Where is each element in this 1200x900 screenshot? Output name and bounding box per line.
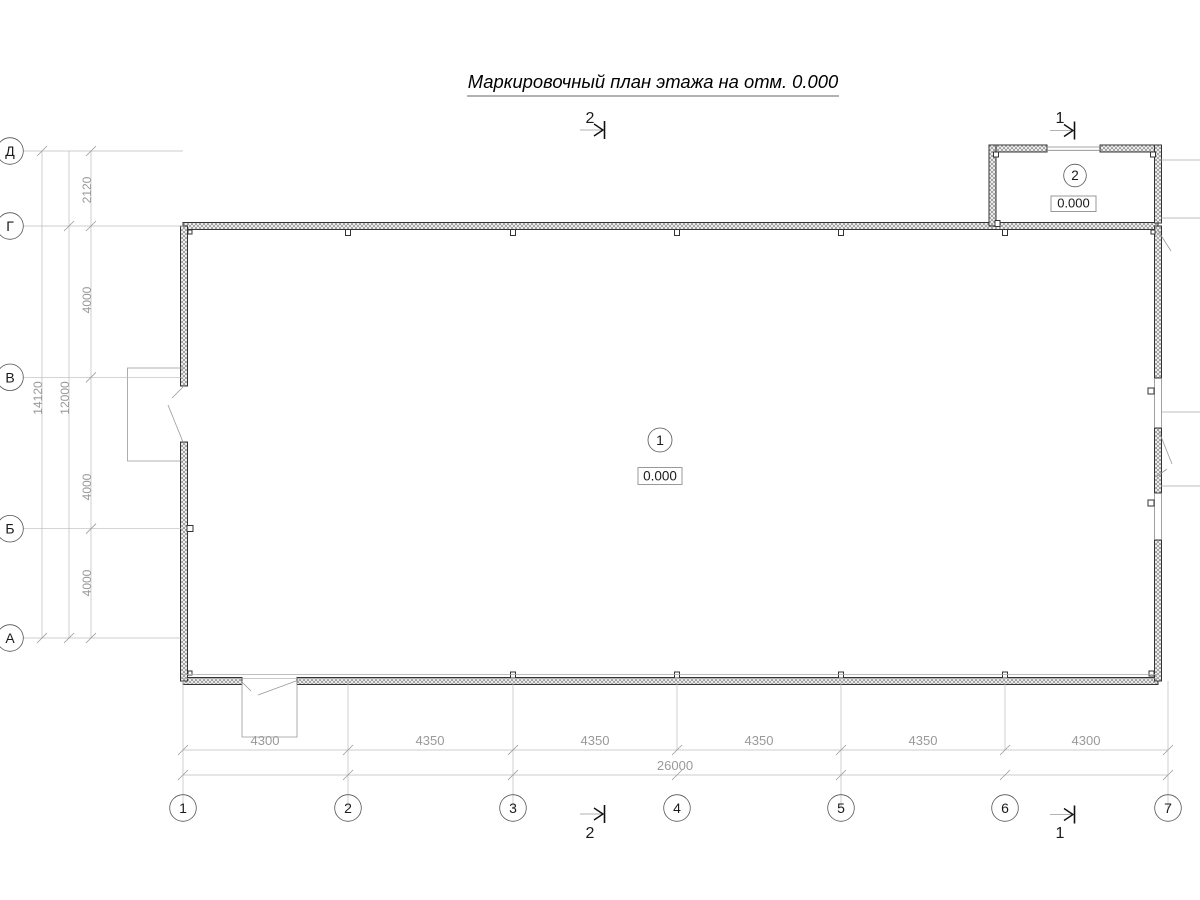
- svg-text:0.000: 0.000: [643, 469, 677, 484]
- svg-text:2: 2: [586, 110, 595, 127]
- svg-text:14120: 14120: [31, 381, 45, 415]
- svg-text:2: 2: [1071, 168, 1079, 183]
- svg-text:4350: 4350: [745, 733, 774, 748]
- svg-text:1: 1: [1056, 825, 1065, 842]
- svg-text:4350: 4350: [581, 733, 610, 748]
- svg-text:4300: 4300: [1072, 733, 1101, 748]
- svg-text:4350: 4350: [416, 733, 445, 748]
- svg-text:4350: 4350: [909, 733, 938, 748]
- svg-text:7: 7: [1164, 800, 1172, 816]
- svg-text:Маркировочный план этажа на от: Маркировочный план этажа на отм. 0.000: [468, 71, 839, 92]
- svg-text:Д: Д: [5, 143, 15, 159]
- svg-text:В: В: [5, 369, 14, 385]
- svg-text:26000: 26000: [657, 758, 693, 773]
- svg-text:0.000: 0.000: [1057, 196, 1090, 211]
- svg-text:4000: 4000: [80, 569, 94, 596]
- svg-text:Г: Г: [6, 218, 14, 234]
- svg-text:2120: 2120: [80, 176, 94, 203]
- svg-text:6: 6: [1001, 800, 1009, 816]
- svg-text:А: А: [5, 630, 15, 646]
- svg-text:4000: 4000: [80, 286, 94, 313]
- svg-text:1: 1: [656, 432, 664, 448]
- svg-text:4300: 4300: [251, 733, 280, 748]
- svg-text:3: 3: [509, 800, 517, 816]
- svg-text:Б: Б: [5, 521, 14, 537]
- svg-text:4: 4: [673, 800, 681, 816]
- svg-text:12000: 12000: [58, 381, 72, 415]
- svg-text:1: 1: [1056, 110, 1065, 127]
- svg-text:4000: 4000: [80, 473, 94, 500]
- svg-text:2: 2: [586, 825, 595, 842]
- svg-text:1: 1: [179, 800, 187, 816]
- svg-text:2: 2: [344, 800, 352, 816]
- svg-text:5: 5: [837, 800, 845, 816]
